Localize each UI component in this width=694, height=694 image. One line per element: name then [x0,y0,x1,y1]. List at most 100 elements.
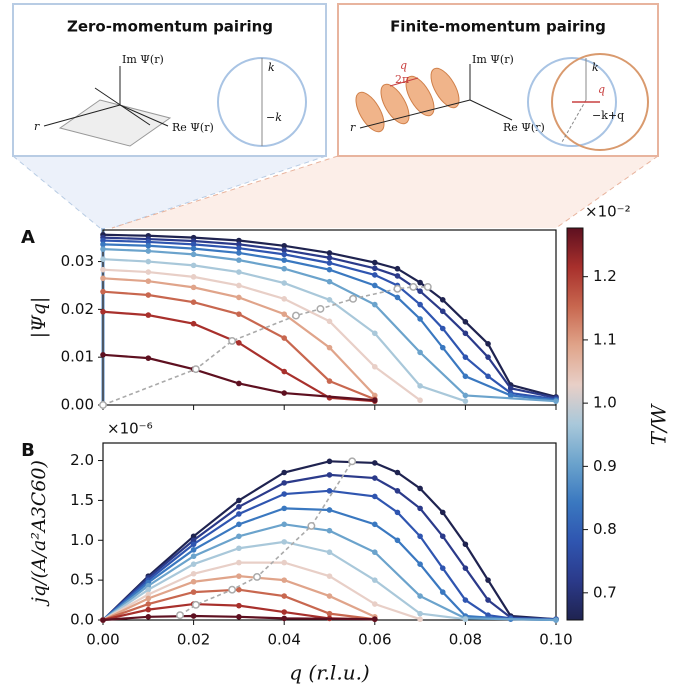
series-line-point [236,294,242,301]
fermi-circle [527,57,617,147]
series-line-point [281,280,288,286]
series-line-point [236,511,242,517]
series-line-point [145,292,152,298]
series-line-point [439,509,446,516]
series-line-point [485,354,491,360]
series-line-point [281,593,288,599]
axis-scale: ×10⁻⁶ [107,420,153,438]
series-line-point [236,614,242,620]
series-line-point [462,597,469,603]
series-line-point [485,373,491,380]
series-line-point [236,602,242,609]
series-line-point [100,308,106,315]
y-tick-label: 0.5 [70,571,94,589]
peak-line-point [316,304,325,313]
series-line-point [394,294,401,301]
series-line-point [462,541,469,548]
series-line-point [281,257,288,263]
colorbar [566,227,584,621]
series-line-point [190,553,197,560]
series-line-point [417,485,423,492]
series-line-point [439,344,446,351]
series-line-point [100,246,106,252]
panel-box [12,3,327,157]
series-line-point [372,493,378,500]
series-line-point [394,537,401,544]
series-line-point [100,288,106,295]
series-line-point [417,397,423,404]
series-line-point [281,559,288,566]
series-line-point [372,549,378,556]
series-line-point [236,586,242,593]
peak-line-point [348,457,357,466]
k-label: −k+q [592,109,624,122]
axis-label: Im Ψ(r) [122,53,164,66]
series-line-point [439,325,446,332]
peak-line-point [191,365,200,374]
series-line-point [281,335,288,341]
series-line-point [190,284,197,291]
series-line-point [281,311,288,317]
series-line-point [236,257,242,263]
shifted-circle [551,53,649,151]
series-line-point [190,541,197,548]
y-tick-label: 0.01 [61,348,94,366]
series-line-point [394,488,401,494]
series-line-point [326,488,333,494]
y-axis-label: jq/(A/a²A3C60) [28,460,50,607]
series-line-point [281,615,288,622]
series-line-point [145,582,152,589]
series-line-point [145,312,152,318]
series-line-point [553,617,559,623]
fan-edge [111,155,327,229]
series-line-point [145,606,152,613]
series-line-point [372,363,378,370]
y-tick-label: 1.5 [70,491,94,509]
series-line-point [190,241,197,248]
series-line [102,614,375,622]
series-line-point [394,265,401,272]
series-line-point [236,250,242,256]
peak-line-point [307,521,316,530]
series-line-point [236,497,242,504]
peak-line-point [191,600,200,609]
series-line-point [236,503,242,510]
fan-edge [111,155,339,229]
series-line-point [417,533,423,540]
series-line-point [394,509,401,516]
peak-line-point [423,282,432,291]
series-line-point [100,241,106,248]
series-line-point [372,601,378,607]
series-line-point [439,533,446,540]
axis-label: r [34,120,40,133]
series-line-point [326,458,333,465]
series-line-point [281,296,288,302]
series-line-point [372,397,378,404]
series-line-point [462,373,469,380]
series-line-point [326,507,333,513]
y-tick-label: 0.03 [61,252,94,270]
series-line-point [281,505,288,512]
series-line-point [372,301,378,308]
series-line-point [281,251,288,258]
series-line-point [417,505,423,512]
series-line-point [145,586,152,593]
box-title: Zero-momentum pairing [67,18,273,36]
series-line-point [236,533,242,540]
series-line-point [417,316,423,322]
series-line-point [281,390,288,396]
peak-line-point [228,585,237,594]
series-line-point [190,570,197,577]
box-title: Finite-momentum pairing [390,18,606,36]
series-line-point [372,475,378,481]
zoom-fan [112,156,658,228]
series-line-point [190,561,197,567]
peak-line [102,286,428,406]
fan-edge [555,155,659,229]
series-line [102,561,421,621]
panel-label: A [21,227,35,248]
series-line-point [100,351,106,358]
series-line-point [394,469,401,476]
series-line-point [417,383,423,389]
